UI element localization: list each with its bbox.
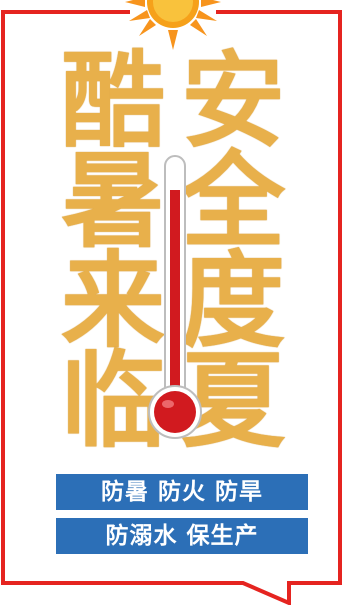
- banner-line-2: 防溺水 保生产: [56, 518, 308, 554]
- title-char-right-1: 安: [180, 40, 285, 162]
- title-char-right-2: 全: [180, 140, 285, 262]
- title-char-left-4: 临: [60, 340, 165, 462]
- title-char-left-3: 来: [60, 240, 165, 362]
- sun-icon: [125, 0, 221, 50]
- title-char-left-2: 暑: [60, 140, 165, 262]
- title-char-right-3: 度: [180, 240, 285, 362]
- title-char-left-1: 酷: [60, 40, 165, 162]
- banner-line-1: 防暑 防火 防旱: [56, 474, 308, 510]
- thermometer-icon: [148, 155, 202, 439]
